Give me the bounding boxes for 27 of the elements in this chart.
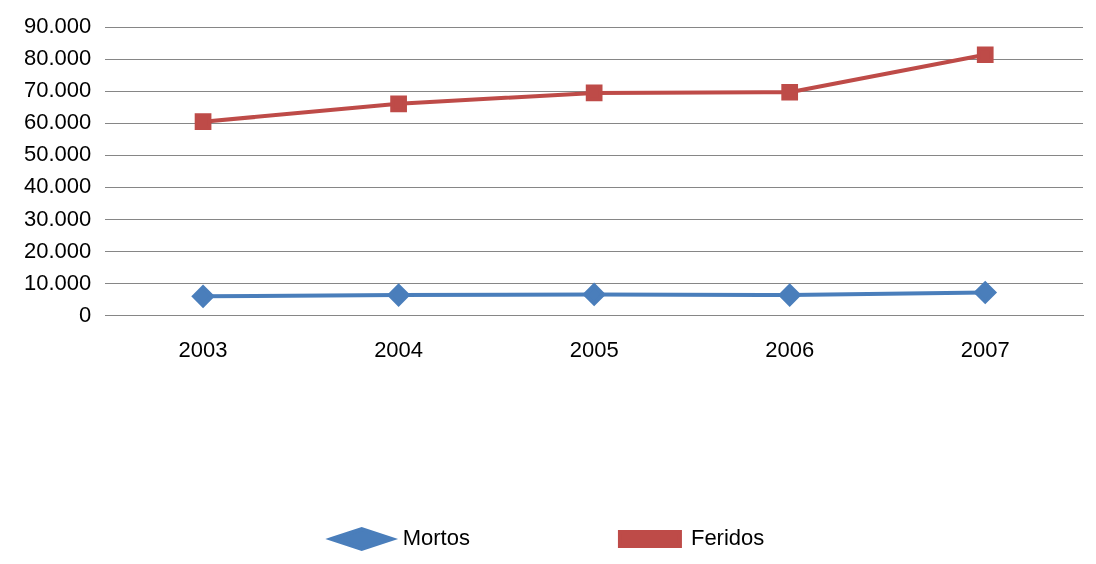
y-tick-label: 40.000 <box>23 173 92 199</box>
point <box>976 46 994 64</box>
point <box>778 284 801 307</box>
point <box>390 95 407 113</box>
point <box>585 84 603 102</box>
point <box>974 281 997 304</box>
y-tick-label: 80.000 <box>23 45 92 71</box>
y-tick-label: 20.000 <box>23 237 92 263</box>
x-tick-label: 2005 <box>569 336 619 362</box>
y-tick-label: 30.000 <box>23 205 92 231</box>
x-tick-label: 2006 <box>765 336 815 362</box>
y-tick-label: 60.000 <box>23 109 92 135</box>
x-tick-label: 2007 <box>960 336 1010 362</box>
legend-label: Mortos <box>402 525 470 551</box>
point <box>583 283 606 306</box>
y-tick-label: 70.000 <box>23 77 92 103</box>
point <box>192 285 215 308</box>
point <box>387 284 410 307</box>
y-tick-label: 10.000 <box>23 269 92 295</box>
legend-label: Feridos <box>690 525 765 551</box>
point <box>194 113 212 131</box>
y-tick-label: 0 <box>79 301 92 327</box>
y-tick-label: 90.000 <box>23 13 92 39</box>
x-tick-label: 2003 <box>178 336 228 362</box>
x-tick-label: 2004 <box>374 336 424 362</box>
y-tick-label: 50.000 <box>23 141 92 167</box>
point <box>781 83 799 101</box>
